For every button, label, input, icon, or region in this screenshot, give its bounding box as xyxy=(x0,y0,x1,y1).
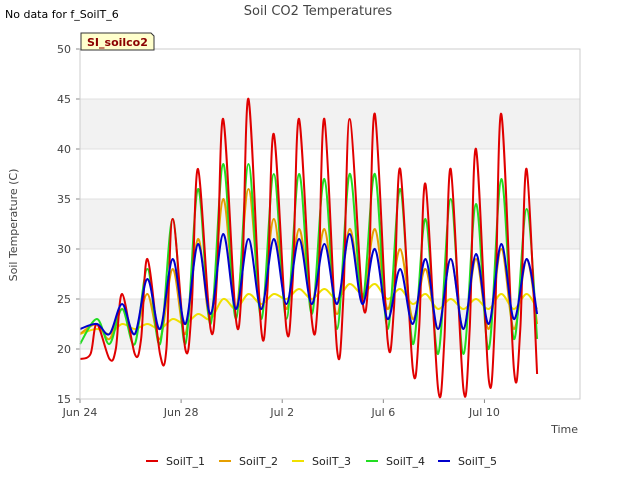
x-tick-label: Jul 10 xyxy=(468,406,500,419)
x-tick-label: Jun 28 xyxy=(163,406,199,419)
y-tick-label: 25 xyxy=(57,293,71,306)
chart-title: Soil CO2 Temperatures xyxy=(244,4,393,19)
legend: SoilT_1 SoilT_2 SoilT_3 SoilT_4 SoilT_5 xyxy=(146,455,497,468)
plot-frame xyxy=(79,48,581,400)
legend-label: SoilT_4 xyxy=(386,455,425,468)
series-lines xyxy=(79,97,539,399)
y-tick-label: 50 xyxy=(57,43,71,56)
y-tick-label: 45 xyxy=(57,93,71,106)
x-tick-label: Jul 6 xyxy=(370,406,395,419)
y-axis-ticks: 15 20 25 30 35 40 45 50 xyxy=(57,43,80,406)
grid-band xyxy=(80,99,580,149)
legend-label: SoilT_5 xyxy=(458,455,497,468)
legend-label: SoilT_1 xyxy=(166,455,205,468)
y-tick-label: 40 xyxy=(57,143,71,156)
y-tick-label: 15 xyxy=(57,393,71,406)
y-tick-label: 30 xyxy=(57,243,71,256)
legend-label: SoilT_2 xyxy=(239,455,278,468)
series-line-soilt-5 xyxy=(79,232,539,336)
y-axis-label: Soil Temperature (C) xyxy=(7,169,20,282)
x-axis-ticks: Jun 24 Jun 28 Jul 2 Jul 6 Jul 10 xyxy=(62,399,500,419)
y-tick-label: 35 xyxy=(57,193,71,206)
site-badge-label: SI_soilco2 xyxy=(87,36,148,49)
no-data-note: No data for f_SoilT_6 xyxy=(5,8,119,21)
x-axis-label: Time xyxy=(550,423,578,436)
series-line-soilt-1 xyxy=(79,97,539,399)
legend-label: SoilT_3 xyxy=(312,455,351,468)
site-badge: SI_soilco2 xyxy=(80,32,155,51)
x-tick-label: Jun 24 xyxy=(62,406,98,419)
x-tick-label: Jul 2 xyxy=(269,406,294,419)
y-tick-label: 20 xyxy=(57,343,71,356)
